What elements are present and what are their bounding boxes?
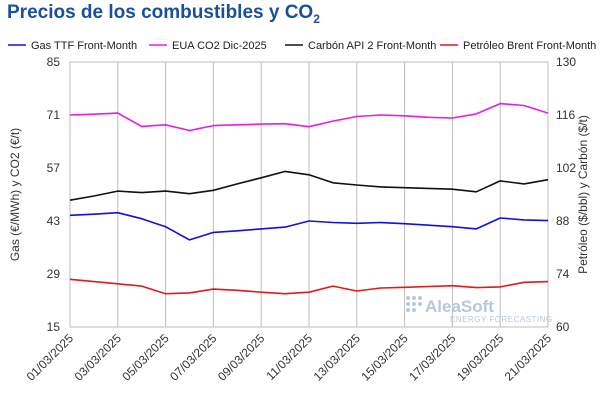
grid [117,62,501,327]
aleasoft-watermark: AleaSoft ENERGY FORECASTING [406,296,553,324]
series-line-gas-ttf-front-month [69,211,549,241]
chart-title: Precios de los combustibles y CO2 [7,2,320,26]
logo-dot [406,302,410,306]
x-tick-label: 07/03/2025 [167,331,220,384]
y-tick-label-left: 43 [47,214,61,228]
chart-title-subscript: 2 [313,11,320,26]
y-tick-label-left: 85 [47,55,61,69]
x-axis-ticks: 01/03/202503/03/202505/03/202507/03/2025… [24,331,555,384]
y-tick-label-left: 71 [47,108,61,122]
logo-dot [418,302,422,306]
left-axis-ticks: 15 29 43 57 71 85 [47,55,61,334]
x-tick-label: 17/03/2025 [406,331,459,384]
y-tick-label-right: 130 [556,55,576,69]
x-tick-label: 13/03/2025 [311,331,364,384]
series-line-eua-co2-dic-2025 [69,102,549,132]
series-line-carb-n-api-2-front-month [69,170,549,201]
legend-label: Carbón API 2 Front-Month [308,40,436,52]
x-tick-label: 15/03/2025 [358,331,411,384]
y-tick-label-right: 60 [556,320,570,334]
y-axis-label-right: Petróleo ($/bbl) y Carbón ($/t) [576,115,590,274]
legend-label: Petróleo Brent Front-Month [463,40,596,52]
aleasoft-logo-icon [406,296,422,312]
y-tick-label-right: 102 [556,161,576,175]
x-tick-label: 11/03/2025 [263,331,315,383]
right-axis-ticks: 60 74 88 102 116 130 [556,55,576,334]
y-tick-label-right: 88 [556,214,570,228]
chart-title-text: Precios de los combustibles y CO [7,2,314,23]
series-lines [69,102,549,295]
logo-dot [418,296,422,300]
x-tick-label: 19/03/2025 [454,331,507,384]
y-axis-label-left: Gas (€/MWh) y CO2 (€/t) [8,128,22,261]
legend: Gas TTF Front-Month EUA CO2 Dic-2025 Carbó… [8,40,596,52]
legend-label: Gas TTF Front-Month [31,40,137,52]
x-tick-label: 09/03/2025 [215,331,268,384]
series-line-petr-leo-brent-front-month [69,278,549,295]
logo-dot [406,296,410,300]
logo-dot [412,302,416,306]
logo-dot [412,308,416,312]
logo-dot [406,308,410,312]
y-tick-label-left: 15 [47,320,61,334]
y-tick-label-left: 29 [47,267,61,281]
y-tick-label-right: 116 [556,108,575,122]
x-tick-label: 21/03/2025 [502,331,555,384]
x-tick-label: 03/03/2025 [72,331,125,384]
legend-label: EUA CO2 Dic-2025 [172,40,267,52]
plot-frame [69,61,549,328]
x-tick-label: 05/03/2025 [119,331,172,384]
logo-dot [412,296,416,300]
watermark-tagline: ENERGY FORECASTING [450,315,553,324]
y-tick-label-right: 74 [556,267,570,281]
x-tick-label: 01/03/2025 [24,331,77,384]
watermark-brand: AleaSoft [425,297,494,316]
y-tick-label-left: 57 [47,161,61,175]
